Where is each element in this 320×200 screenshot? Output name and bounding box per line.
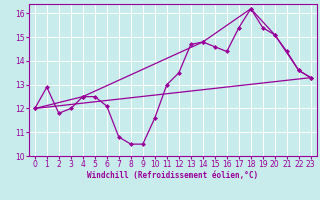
X-axis label: Windchill (Refroidissement éolien,°C): Windchill (Refroidissement éolien,°C): [87, 171, 258, 180]
